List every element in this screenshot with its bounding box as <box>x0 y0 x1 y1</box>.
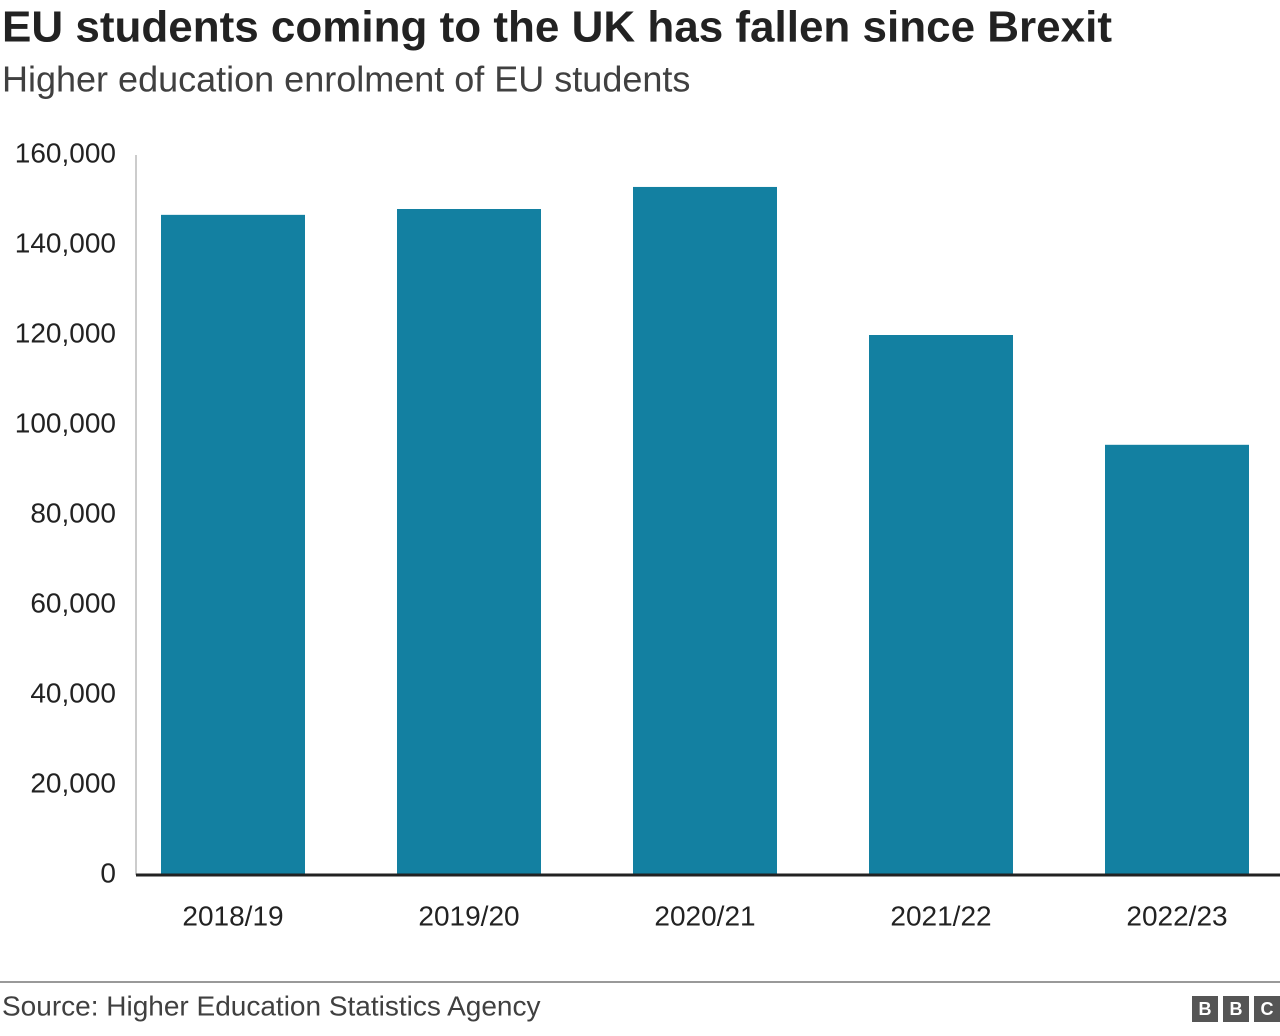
y-tick-label: 80,000 <box>30 497 116 528</box>
bar <box>633 186 777 875</box>
x-tick-label: 2021/22 <box>890 900 991 931</box>
chart-title: EU students coming to the UK has fallen … <box>2 3 1112 52</box>
logo-letter: B <box>1230 999 1243 1019</box>
logo-letter: C <box>1261 999 1274 1019</box>
bar <box>869 335 1013 875</box>
logo-box <box>1223 996 1249 1022</box>
source: Source: Higher Education Statistics Agen… <box>2 990 541 1021</box>
logo-box <box>1254 996 1280 1022</box>
x-tick-label: 2019/20 <box>418 900 519 931</box>
x-tick-label: 2020/21 <box>654 900 755 931</box>
y-tick-label: 140,000 <box>15 227 116 258</box>
y-tick-label: 120,000 <box>15 317 116 348</box>
bar <box>1105 444 1249 875</box>
y-tick-label: 40,000 <box>30 677 116 708</box>
x-tick-label: 2022/23 <box>1126 900 1227 931</box>
x-tick-label: 2018/19 <box>182 900 283 931</box>
chart-subtitle: Higher education enrolment of EU student… <box>2 59 690 100</box>
logo-letter: B <box>1199 999 1212 1019</box>
y-tick-label: 60,000 <box>30 587 116 618</box>
y-tick-label: 0 <box>100 857 116 888</box>
y-tick-label: 160,000 <box>15 137 116 168</box>
y-tick-label: 20,000 <box>30 767 116 798</box>
logo-box <box>1192 996 1218 1022</box>
bar <box>397 209 541 875</box>
y-tick-label: 100,000 <box>15 407 116 438</box>
bar <box>161 214 305 876</box>
